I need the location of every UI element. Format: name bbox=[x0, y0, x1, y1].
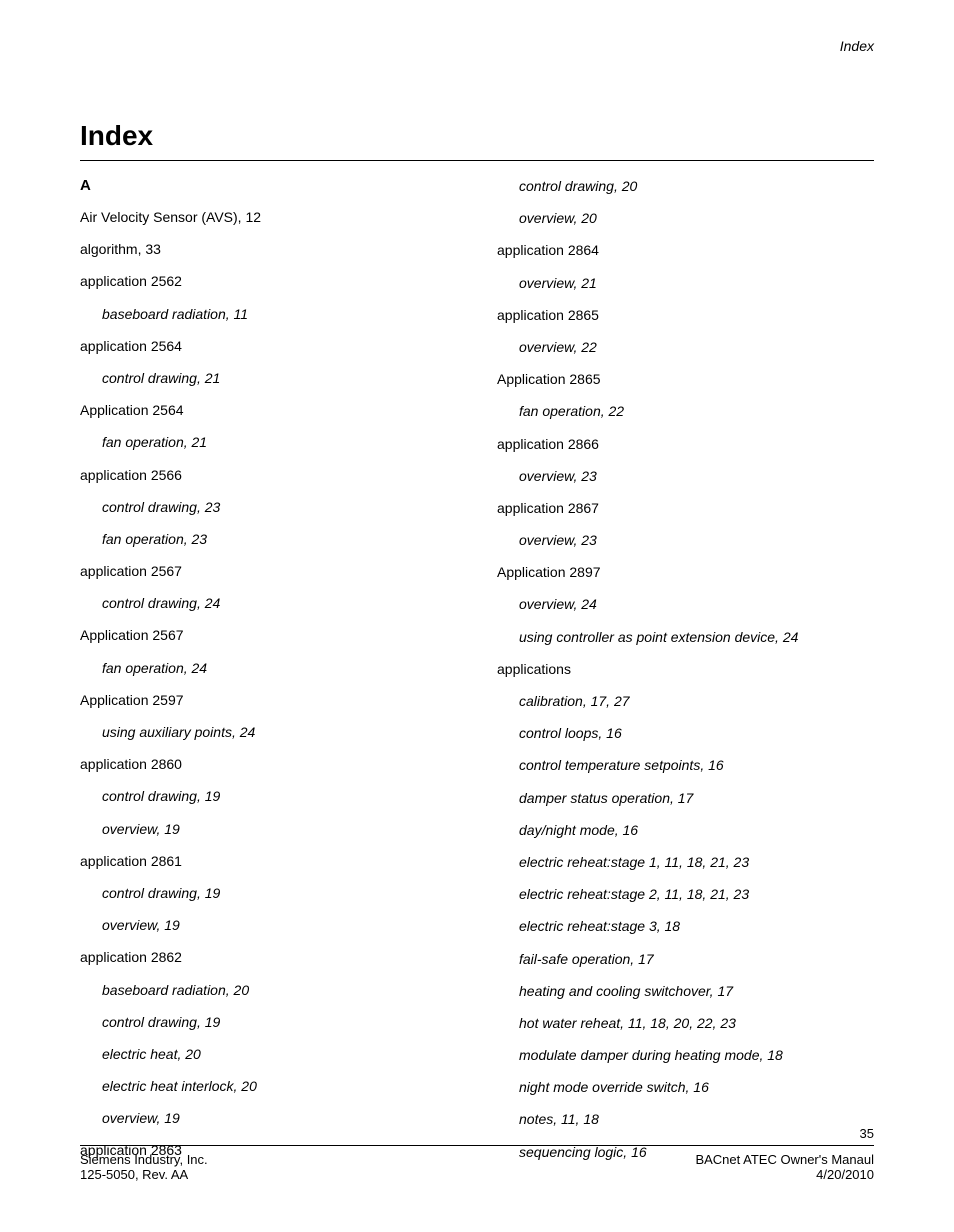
footer-right-1: BACnet ATEC Owner's Manaul bbox=[695, 1152, 874, 1167]
index-subentry: overview, 21 bbox=[497, 274, 874, 292]
index-subentry: overview, 19 bbox=[80, 916, 457, 934]
index-subentry: calibration, 17, 27 bbox=[497, 692, 874, 710]
footer-rule bbox=[80, 1145, 874, 1146]
index-subentry: overview, 22 bbox=[497, 338, 874, 356]
footer-left-1: Siemens Industry, Inc. bbox=[80, 1152, 208, 1167]
index-subentry: modulate damper during heating mode, 18 bbox=[497, 1046, 874, 1064]
index-entry: application 2864 bbox=[497, 241, 874, 259]
index-subentry: overview, 24 bbox=[497, 595, 874, 613]
section-letter: A bbox=[80, 177, 457, 194]
index-entry: application 2862 bbox=[80, 948, 457, 966]
index-subentry: damper status operation, 17 bbox=[497, 789, 874, 807]
page-number: 35 bbox=[80, 1126, 874, 1141]
footer-right-2: 4/20/2010 bbox=[816, 1167, 874, 1182]
index-subentry: heating and cooling switchover, 17 bbox=[497, 982, 874, 1000]
index-entry: application 2866 bbox=[497, 435, 874, 453]
index-subentry: control drawing, 24 bbox=[80, 594, 457, 612]
index-subentry: control temperature setpoints, 16 bbox=[497, 756, 874, 774]
index-subentry: overview, 20 bbox=[497, 209, 874, 227]
index-subentry: overview, 19 bbox=[80, 1109, 457, 1127]
index-subentry: overview, 19 bbox=[80, 820, 457, 838]
running-header: Index bbox=[840, 38, 874, 54]
page-title: Index bbox=[80, 120, 874, 152]
index-subentry: electric reheat:stage 1, 11, 18, 21, 23 bbox=[497, 853, 874, 871]
index-subentry: control drawing, 21 bbox=[80, 369, 457, 387]
index-entry: application 2867 bbox=[497, 499, 874, 517]
index-entry: Application 2564 bbox=[80, 401, 457, 419]
index-entry: application 2564 bbox=[80, 337, 457, 355]
index-subentry: using auxiliary points, 24 bbox=[80, 723, 457, 741]
index-entry: application 2860 bbox=[80, 755, 457, 773]
index-subentry: fail-safe operation, 17 bbox=[497, 950, 874, 968]
index-entry: Application 2597 bbox=[80, 691, 457, 709]
page-footer: 35 Siemens Industry, Inc. BACnet ATEC Ow… bbox=[80, 1126, 874, 1182]
index-subentry: overview, 23 bbox=[497, 467, 874, 485]
index-entry: application 2562 bbox=[80, 272, 457, 290]
index-subentry: control drawing, 19 bbox=[80, 787, 457, 805]
index-subentry: overview, 23 bbox=[497, 531, 874, 549]
index-entry: application 2865 bbox=[497, 306, 874, 324]
index-subentry: control drawing, 19 bbox=[80, 884, 457, 902]
column-right: control drawing, 20 overview, 20 applicati… bbox=[497, 177, 874, 1175]
index-subentry: night mode override switch, 16 bbox=[497, 1078, 874, 1096]
index-columns: A Air Velocity Sensor (AVS), 12 algorithm… bbox=[80, 177, 874, 1175]
index-subentry: using controller as point extension devi… bbox=[497, 628, 874, 646]
index-subentry: fan operation, 21 bbox=[80, 433, 457, 451]
index-subentry: day/night mode, 16 bbox=[497, 821, 874, 839]
index-subentry: electric heat, 20 bbox=[80, 1045, 457, 1063]
index-subentry: electric reheat:stage 3, 18 bbox=[497, 917, 874, 935]
index-subentry: fan operation, 22 bbox=[497, 402, 874, 420]
index-subentry: electric reheat:stage 2, 11, 18, 21, 23 bbox=[497, 885, 874, 903]
index-entry: algorithm, 33 bbox=[80, 240, 457, 258]
index-subentry: baseboard radiation, 11 bbox=[80, 305, 457, 323]
index-entry: application 2566 bbox=[80, 466, 457, 484]
index-entry: application 2861 bbox=[80, 852, 457, 870]
index-entry: applications bbox=[497, 660, 874, 678]
index-entry: Air Velocity Sensor (AVS), 12 bbox=[80, 208, 457, 226]
index-subentry: fan operation, 24 bbox=[80, 659, 457, 677]
index-entry: Application 2897 bbox=[497, 563, 874, 581]
index-subentry: baseboard radiation, 20 bbox=[80, 981, 457, 999]
index-subentry: control loops, 16 bbox=[497, 724, 874, 742]
index-subentry: hot water reheat, 11, 18, 20, 22, 23 bbox=[497, 1014, 874, 1032]
index-subentry: fan operation, 23 bbox=[80, 530, 457, 548]
footer-left-2: 125-5050, Rev. AA bbox=[80, 1167, 188, 1182]
index-subentry: control drawing, 19 bbox=[80, 1013, 457, 1031]
index-subentry: control drawing, 23 bbox=[80, 498, 457, 516]
index-entry: Application 2865 bbox=[497, 370, 874, 388]
column-left: A Air Velocity Sensor (AVS), 12 algorithm… bbox=[80, 177, 457, 1175]
index-entry: application 2567 bbox=[80, 562, 457, 580]
index-subentry: electric heat interlock, 20 bbox=[80, 1077, 457, 1095]
title-rule bbox=[80, 160, 874, 161]
index-subentry: control drawing, 20 bbox=[497, 177, 874, 195]
index-entry: Application 2567 bbox=[80, 626, 457, 644]
